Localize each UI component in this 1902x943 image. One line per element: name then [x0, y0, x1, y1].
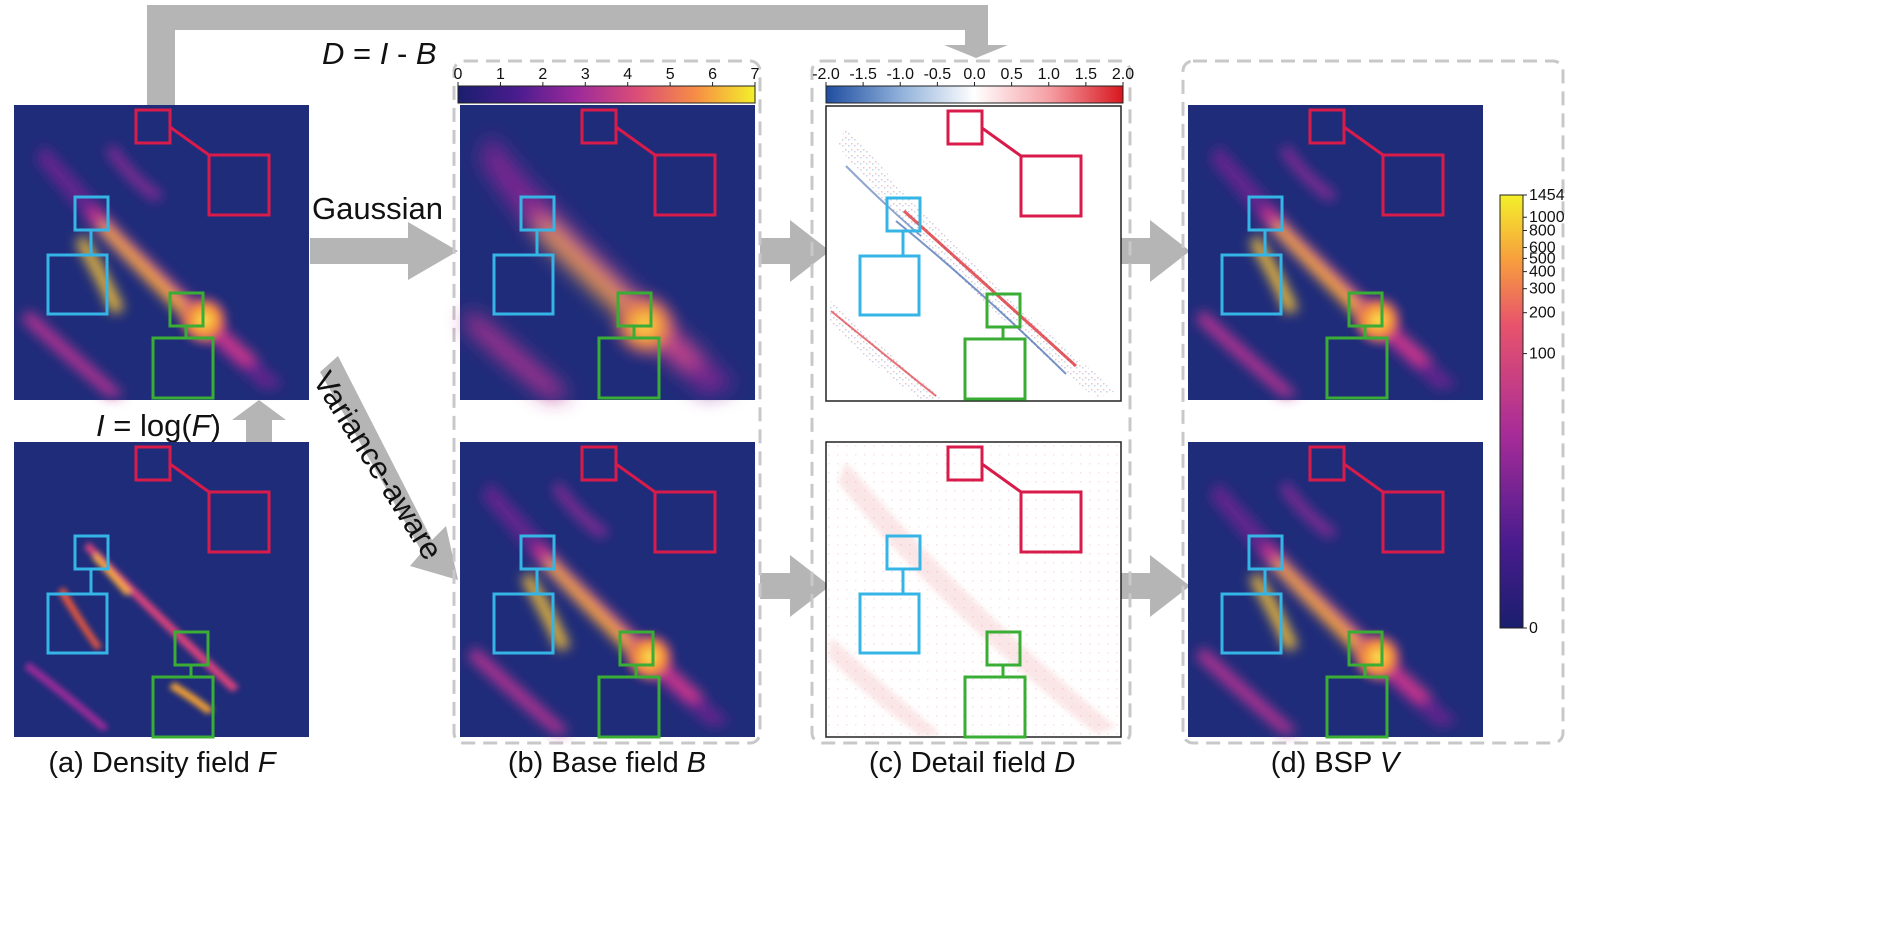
zoom-inset-red: [946, 445, 984, 482]
caption-d: (d) BSP V: [1271, 747, 1402, 779]
zoom-inset-green: [151, 291, 215, 400]
colorbar-tick-label: 1.5: [1075, 66, 1097, 83]
colorbar-tick-label: 2.0: [1112, 66, 1134, 83]
zoom-inset-blue: [46, 195, 110, 316]
arrow-b-to-c-top: [760, 220, 830, 282]
colorbar-tick-label: 400: [1529, 264, 1556, 281]
arrow-c-to-d-bottom: [1120, 555, 1190, 617]
colorbar-tick-label: 300: [1529, 281, 1556, 298]
colorbar-tick-label: 3: [581, 66, 590, 83]
colorbar-tick-label: 0.5: [1001, 66, 1023, 83]
panel-d-bsp-bottom: [1188, 442, 1483, 739]
colorbar-tick-label: 100: [1529, 346, 1556, 363]
group-border-b: [452, 59, 762, 745]
panel-b-base-top: [460, 105, 755, 400]
gaussian-arrow: [310, 222, 458, 280]
feedback-arrow: [147, 5, 1008, 105]
colorbar-tick-label: 1454: [1529, 187, 1565, 204]
colorbar-tick-label: 0.0: [963, 66, 985, 83]
group-border-d: [1181, 59, 1565, 745]
log-arrow: [232, 400, 286, 442]
colorbar-tick-label: 1: [496, 66, 505, 83]
colorbar-tick-label: 600: [1529, 240, 1556, 257]
variance-aware-label: Variance-aware: [306, 365, 450, 566]
colorbar-tick-label: -1.5: [849, 66, 877, 83]
panel-a-density-top: [14, 105, 309, 400]
zoom-inset-red: [580, 445, 618, 482]
zoom-inset-red: [134, 445, 172, 482]
colorbar-tick-label: 5: [666, 66, 675, 83]
panel-a-density-bottom: [14, 442, 309, 739]
panel-d-bsp-top: [1188, 105, 1483, 400]
colorbar-tick-label: 2: [538, 66, 547, 83]
difference-equation: D = I - B: [322, 36, 437, 71]
colorbar-tick-label: 6: [708, 66, 717, 83]
base-colorbar: 0 1 2 3 4 5 6 7: [454, 66, 760, 104]
colorbar-tick-label: 0: [1529, 620, 1538, 637]
panel-c-detail-top: [824, 104, 1123, 403]
colorbar-tick-label: 7: [751, 66, 760, 83]
detail-colorbar: -2.0 -1.5 -1.0 -0.5 0.0 0.5 1.0 1.5 2.0: [812, 66, 1134, 104]
group-border-c: [810, 59, 1132, 745]
colorbar-tick-label: -2.0: [812, 66, 840, 83]
colorbar-tick-label: 4: [623, 66, 632, 83]
colorbar-tick-label: 800: [1529, 222, 1556, 239]
colorbar-tick-label: 500: [1529, 250, 1556, 267]
caption-b: (b) Base field B: [508, 747, 706, 779]
colorbar-tick-label: 1.0: [1038, 66, 1060, 83]
colorbar-tick-label: -1.0: [886, 66, 914, 83]
variance-aware-arrow: [320, 356, 458, 580]
colorbar-tick-label: 0: [454, 66, 463, 83]
arrow-b-to-c-bottom: [760, 555, 830, 617]
zoom-inset-red: [1308, 445, 1346, 482]
panel-b-base-bottom: [460, 442, 755, 739]
zoom-inset-red: [1308, 108, 1346, 145]
caption-c: (c) Detail field D: [869, 747, 1075, 779]
zoom-inset-red: [134, 108, 271, 217]
arrow-c-to-d-top: [1120, 220, 1190, 282]
zoom-inset-red: [580, 108, 618, 145]
panel-c-detail-bottom: [825, 441, 1122, 739]
colorbar-tick-label: 200: [1529, 305, 1556, 322]
gaussian-label: Gaussian: [312, 191, 443, 226]
log-equation: I = log(F): [96, 408, 221, 443]
zoom-inset-red: [946, 109, 984, 146]
colorbar-tick-label: -0.5: [924, 66, 952, 83]
caption-a: (a) Density field F: [48, 747, 278, 779]
colorbar-tick-label: 1000: [1529, 209, 1565, 226]
